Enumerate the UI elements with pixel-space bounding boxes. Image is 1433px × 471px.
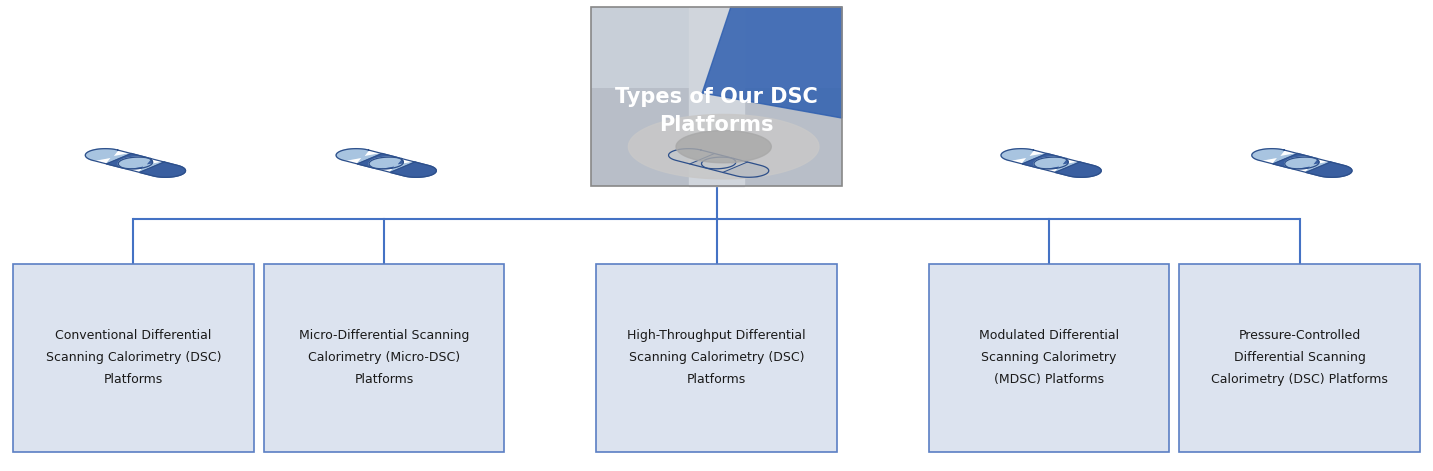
Polygon shape bbox=[1022, 154, 1068, 169]
Polygon shape bbox=[722, 162, 768, 177]
Polygon shape bbox=[676, 130, 771, 163]
Polygon shape bbox=[1273, 154, 1318, 169]
Text: Micro-Differential Scanning
Calorimetry (Micro-DSC)
Platforms: Micro-Differential Scanning Calorimetry … bbox=[299, 329, 469, 387]
Polygon shape bbox=[702, 7, 841, 118]
Polygon shape bbox=[86, 149, 132, 164]
FancyBboxPatch shape bbox=[13, 264, 254, 452]
Polygon shape bbox=[139, 162, 185, 177]
Polygon shape bbox=[1252, 149, 1298, 164]
Polygon shape bbox=[1305, 162, 1351, 177]
Polygon shape bbox=[1285, 157, 1331, 172]
FancyBboxPatch shape bbox=[264, 264, 504, 452]
Polygon shape bbox=[689, 154, 735, 169]
FancyBboxPatch shape bbox=[1179, 264, 1420, 452]
Polygon shape bbox=[702, 157, 748, 172]
Polygon shape bbox=[357, 154, 403, 169]
Text: Modulated Differential
Scanning Calorimetry
(MDSC) Platforms: Modulated Differential Scanning Calorime… bbox=[979, 329, 1119, 387]
Polygon shape bbox=[106, 154, 152, 169]
Polygon shape bbox=[1002, 149, 1048, 164]
FancyBboxPatch shape bbox=[596, 264, 837, 452]
Polygon shape bbox=[669, 149, 715, 164]
Text: High-Throughput Differential
Scanning Calorimetry (DSC)
Platforms: High-Throughput Differential Scanning Ca… bbox=[628, 329, 805, 387]
Polygon shape bbox=[370, 157, 416, 172]
Polygon shape bbox=[337, 149, 383, 164]
FancyBboxPatch shape bbox=[929, 264, 1169, 452]
Text: Conventional Differential
Scanning Calorimetry (DSC)
Platforms: Conventional Differential Scanning Calor… bbox=[46, 329, 221, 387]
Text: Pressure-Controlled
Differential Scanning
Calorimetry (DSC) Platforms: Pressure-Controlled Differential Scannin… bbox=[1211, 329, 1389, 387]
Polygon shape bbox=[1035, 157, 1080, 172]
Polygon shape bbox=[390, 162, 436, 177]
Text: Types of Our DSC
Platforms: Types of Our DSC Platforms bbox=[615, 87, 818, 135]
Polygon shape bbox=[629, 114, 820, 179]
FancyBboxPatch shape bbox=[590, 7, 841, 186]
Polygon shape bbox=[1055, 162, 1101, 177]
Polygon shape bbox=[119, 157, 165, 172]
FancyBboxPatch shape bbox=[590, 7, 841, 88]
